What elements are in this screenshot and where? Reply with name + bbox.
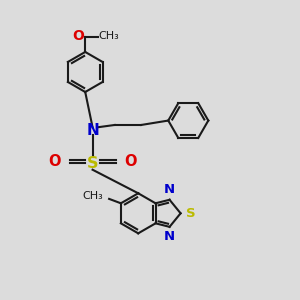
Text: N: N <box>86 123 99 138</box>
Text: N: N <box>164 230 175 243</box>
Text: CH₃: CH₃ <box>82 191 103 201</box>
Text: O: O <box>48 154 61 169</box>
Text: N: N <box>164 183 175 196</box>
Text: S: S <box>186 207 196 220</box>
Text: O: O <box>72 29 84 43</box>
Text: S: S <box>87 156 98 171</box>
Text: CH₃: CH₃ <box>98 31 119 41</box>
Text: O: O <box>124 154 137 169</box>
